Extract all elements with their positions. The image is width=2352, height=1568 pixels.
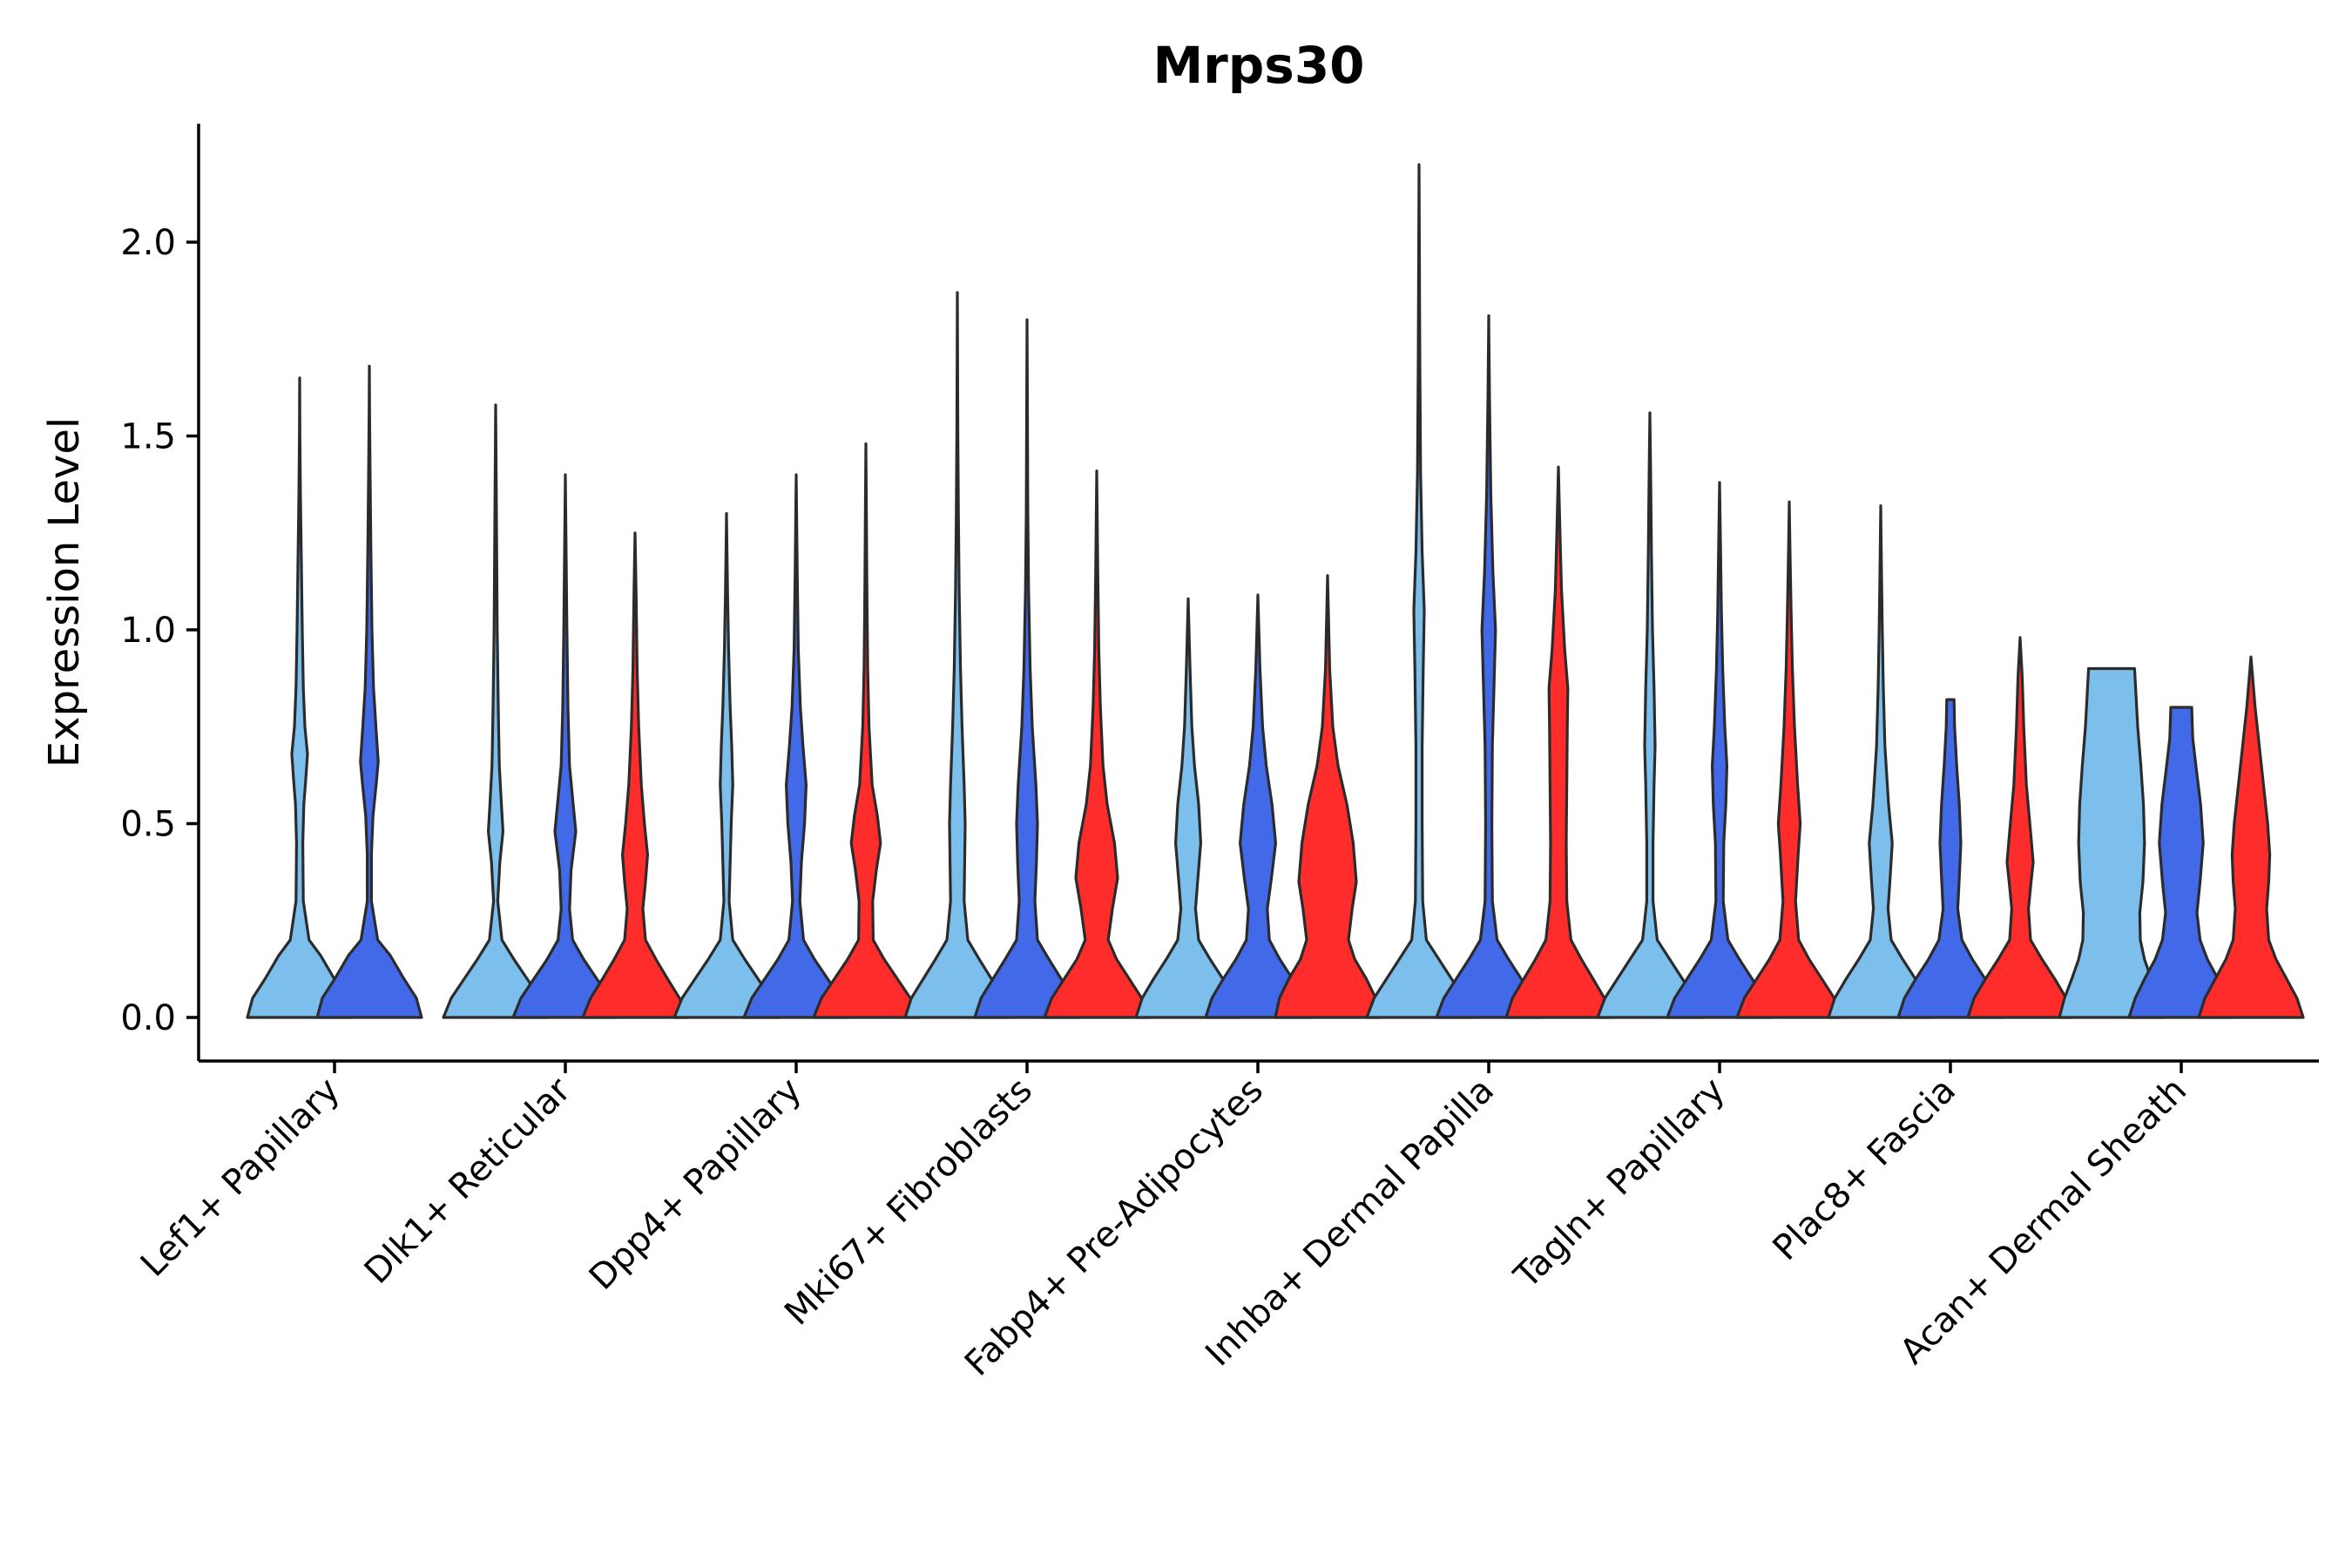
- violin-condition-3: [1504, 465, 1612, 1019]
- x-tick-label: Dpp4+ Papillary: [582, 1071, 809, 1298]
- violin-condition-1: [672, 511, 781, 1019]
- x-tick-label: Dlk1+ Reticular: [357, 1070, 579, 1292]
- violin-condition-2: [742, 473, 850, 1019]
- violin-condition-2: [1896, 698, 2004, 1019]
- x-tick-label: Plac8+ Fascia: [1766, 1071, 1964, 1269]
- violin-condition-3: [812, 442, 920, 1019]
- violin-condition-3: [581, 531, 689, 1019]
- violin-condition-3: [1043, 470, 1151, 1019]
- violin-condition-3: [2197, 655, 2305, 1019]
- x-tick-label: Tagln+ Papillary: [1506, 1071, 1733, 1297]
- violin-condition-1: [1596, 411, 1704, 1019]
- violin-condition-3: [1274, 574, 1382, 1019]
- violin-group: [246, 163, 2305, 1019]
- y-tick-label: 0.0: [120, 998, 176, 1038]
- chart-title: Mrps30: [1152, 36, 1364, 95]
- y-tick-label: 0.5: [120, 805, 176, 845]
- violin-condition-2: [1666, 481, 1774, 1019]
- violin-condition-1: [442, 403, 550, 1019]
- violin-condition-2: [2127, 706, 2235, 1019]
- violin-condition-1: [903, 291, 1011, 1019]
- y-axis: 0.0 0.5 1.0 1.5 2.0: [120, 124, 200, 1061]
- x-tick-label: Mki67+ Fibroblasts: [777, 1071, 1040, 1334]
- violin-condition-1: [246, 376, 354, 1019]
- violin-condition-1: [2058, 666, 2166, 1019]
- y-tick-label: 1.5: [120, 417, 176, 457]
- violin-condition-2: [511, 473, 619, 1019]
- violin-condition-2: [973, 318, 1081, 1019]
- y-axis-label: Expression Level: [40, 417, 89, 768]
- violin-condition-2: [1435, 314, 1543, 1019]
- x-axis: Lef1+ Papillary Dlk1+ Reticular Dpp4+ Papi…: [133, 1059, 2319, 1384]
- violin-condition-1: [1827, 504, 1935, 1019]
- y-tick-label: 1.0: [120, 611, 176, 651]
- violin-condition-1: [1134, 597, 1242, 1019]
- y-tick-label: 2.0: [120, 223, 176, 263]
- violin-condition-2: [315, 364, 423, 1019]
- violin-condition-1: [1365, 163, 1473, 1019]
- violin-condition-2: [1204, 593, 1312, 1019]
- violin-condition-3: [1966, 636, 2074, 1019]
- x-tick-label: Lef1+ Papillary: [133, 1071, 348, 1285]
- violin-condition-3: [1735, 500, 1843, 1019]
